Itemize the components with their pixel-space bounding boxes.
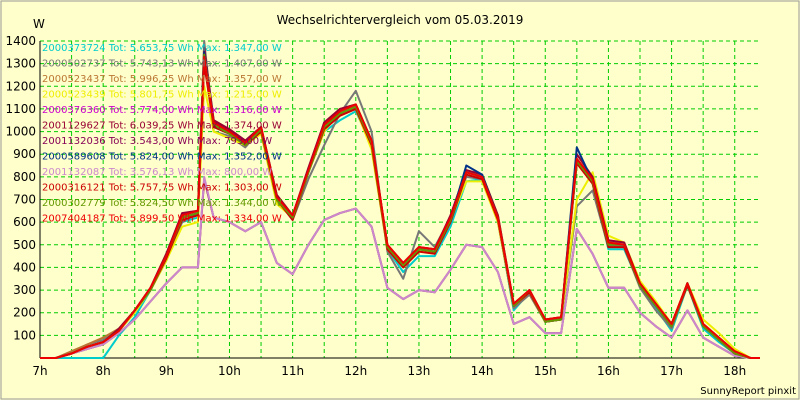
x-tick-label: 8h	[96, 364, 111, 378]
grid	[40, 40, 760, 358]
legend-entry-2000523439: 2000523439 Tot: 5.801,75 Wh Max: 1.215,0…	[42, 90, 282, 101]
y-tick-label: 1100	[5, 102, 36, 116]
chart-title: Wechselrichtervergleich vom 05.03.2019	[277, 13, 524, 27]
x-tick-label: 17h	[660, 364, 683, 378]
x-tick-label: 12h	[344, 364, 367, 378]
y-tick-label: 200	[13, 306, 36, 320]
legend-entry-2001132036: 2001132036 Tot: 3.543,00 Wh Max: 793,00 …	[42, 136, 272, 147]
x-tick-label: 9h	[159, 364, 174, 378]
axes: 100 200 300 400 500 600 700 800 900 1000 1100 1200 1…	[5, 34, 760, 378]
legend-entry-2000376360: 2000376360 Tot: 5.774,00 Wh Max: 1.316,0…	[42, 105, 282, 116]
series-line-2001132087	[40, 175, 760, 359]
x-tick-label: 16h	[597, 364, 620, 378]
legend-entry-2000316121: 2000316121 Tot: 5.757,75 Wh Max: 1.303,0…	[42, 183, 282, 194]
y-tick-label: 300	[13, 283, 36, 297]
legend-entry-2000373724: 2000373724 Tot: 5.653,75 Wh Max: 1.347,0…	[42, 43, 282, 54]
x-tick-label: 10h	[218, 364, 241, 378]
y-axis-unit: W	[33, 17, 45, 31]
y-tick-label: 900	[13, 147, 36, 161]
y-tick-label: 700	[13, 193, 36, 207]
x-tick-label: 15h	[534, 364, 557, 378]
y-tick-label: 800	[13, 170, 36, 184]
x-tick-label: 13h	[408, 364, 431, 378]
x-tick-label: 7h	[32, 364, 47, 378]
y-tick-label: 1400	[5, 34, 36, 48]
y-tick-label: 1300	[5, 57, 36, 71]
y-tick-label: 400	[13, 260, 36, 274]
footer-credit: SunnyReport pinxit	[700, 386, 796, 397]
y-tick-label: 1200	[5, 79, 36, 93]
legend-entry-2001129627: 2001129627 Tot: 6.039,25 Wh Max: 1.374,0…	[42, 121, 282, 132]
y-tick-label: 500	[13, 238, 36, 252]
legend-entry-2000523437: 2000523437 Tot: 5.996,25 Wh Max: 1.357,0…	[42, 74, 282, 85]
y-tick-label: 1000	[5, 125, 36, 139]
y-tick-label: 600	[13, 215, 36, 229]
y-tick-label: 100	[13, 328, 36, 342]
x-tick-label: 14h	[471, 364, 494, 378]
legend: 2000373724 Tot: 5.653,75 Wh Max: 1.347,0…	[42, 43, 282, 225]
legend-entry-2000302779: 2000302779 Tot: 5.824,50 Wh Max: 1.344,0…	[42, 198, 282, 209]
x-tick-label: 18h	[723, 364, 746, 378]
x-tick-label: 11h	[281, 364, 304, 378]
legend-entry-2000502737: 2000502737 Tot: 5.743,13 Wh Max: 1.407,0…	[42, 59, 282, 70]
series-lines	[40, 40, 760, 359]
series-line-2007404187	[40, 55, 760, 359]
legend-entry-2001132087: 2001132087 Tot: 3.576,13 Wh Max: 800,00 …	[42, 167, 272, 178]
legend-entry-2007404187: 2007404187 Tot: 5.899,50 Wh Max: 1.334,0…	[42, 214, 282, 225]
legend-entry-2000589608: 2000589608 Tot: 5.824,00 Wh Max: 1.352,0…	[42, 152, 282, 163]
